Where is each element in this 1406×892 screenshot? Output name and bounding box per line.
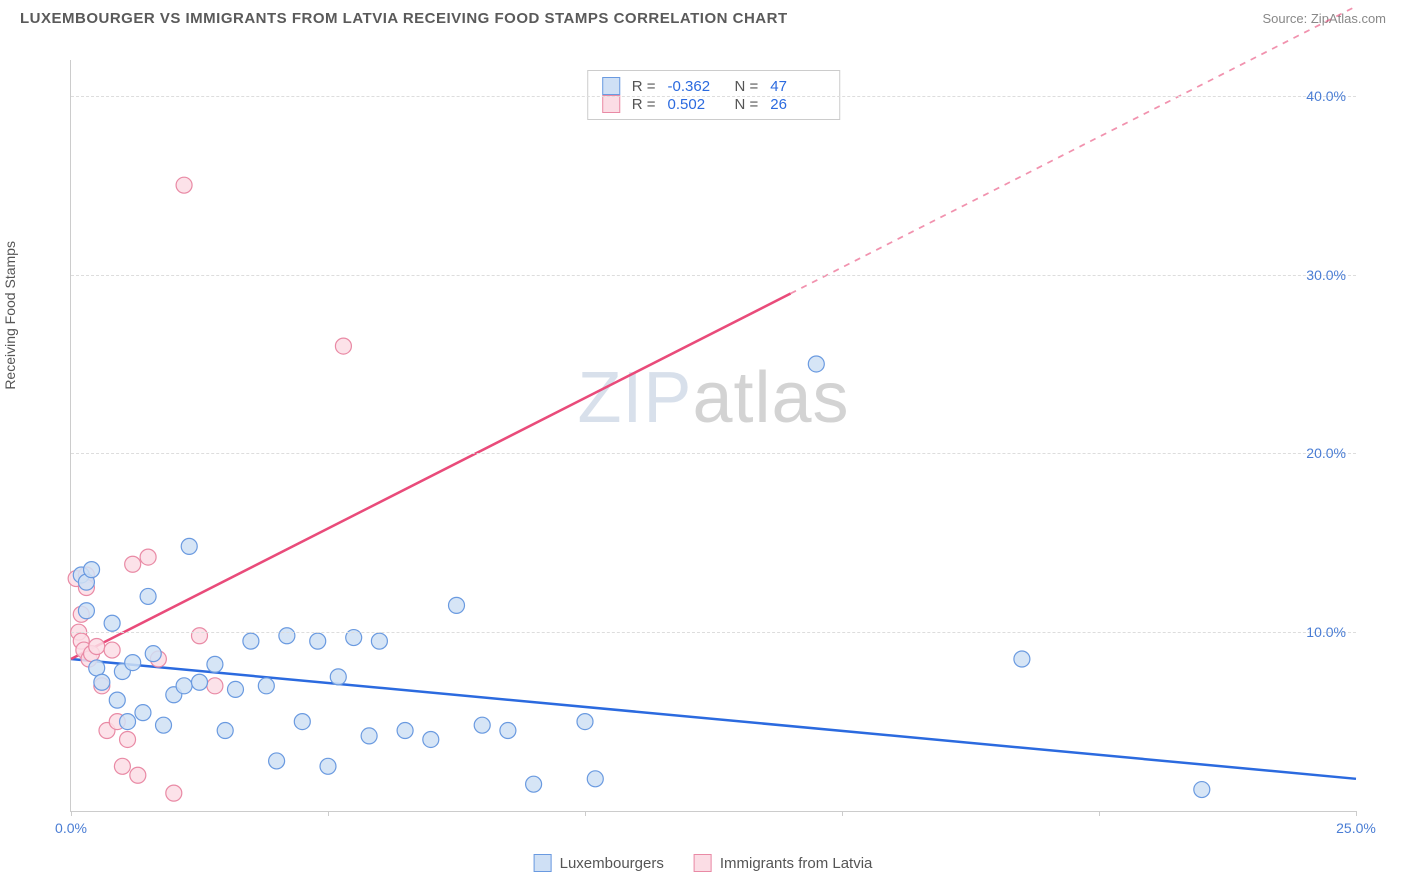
ytick-label: 40.0%	[1306, 88, 1346, 104]
ytick-label: 10.0%	[1306, 624, 1346, 640]
bottom-legend-label-1: Luxembourgers	[560, 855, 664, 872]
xtick-label: 0.0%	[55, 820, 87, 836]
bottom-legend-item-1: Luxembourgers	[534, 854, 664, 872]
r-value-1: -0.362	[668, 78, 723, 95]
bottom-legend-label-2: Immigrants from Latvia	[720, 855, 873, 872]
legend-row-2: R = 0.502 N = 26	[602, 95, 826, 113]
plot-area: ZIPatlas R = -0.362 N = 47 R = 0.502 N =…	[70, 60, 1356, 812]
legend-row-1: R = -0.362 N = 47	[602, 77, 826, 95]
chart-container: Receiving Food Stamps ZIPatlas R = -0.36…	[20, 40, 1386, 872]
n-label-2: N =	[735, 96, 759, 113]
bottom-swatch-2	[694, 854, 712, 872]
bottom-legend-item-2: Immigrants from Latvia	[694, 854, 873, 872]
r-value-2: 0.502	[668, 96, 723, 113]
bottom-swatch-1	[534, 854, 552, 872]
n-value-1: 47	[770, 78, 825, 95]
r-label-2: R =	[632, 96, 656, 113]
ytick-label: 20.0%	[1306, 445, 1346, 461]
y-axis-label: Receiving Food Stamps	[2, 241, 18, 390]
bottom-legend: Luxembourgers Immigrants from Latvia	[534, 854, 873, 872]
n-label-1: N =	[735, 78, 759, 95]
swatch-series-2	[602, 95, 620, 113]
ytick-label: 30.0%	[1306, 267, 1346, 283]
xtick-label: 25.0%	[1336, 820, 1376, 836]
r-label-1: R =	[632, 78, 656, 95]
source-label: Source: ZipAtlas.com	[1262, 11, 1386, 26]
plot-svg	[71, 60, 1356, 811]
n-value-2: 26	[770, 96, 825, 113]
swatch-series-1	[602, 77, 620, 95]
chart-title: LUXEMBOURGER VS IMMIGRANTS FROM LATVIA R…	[20, 10, 788, 27]
